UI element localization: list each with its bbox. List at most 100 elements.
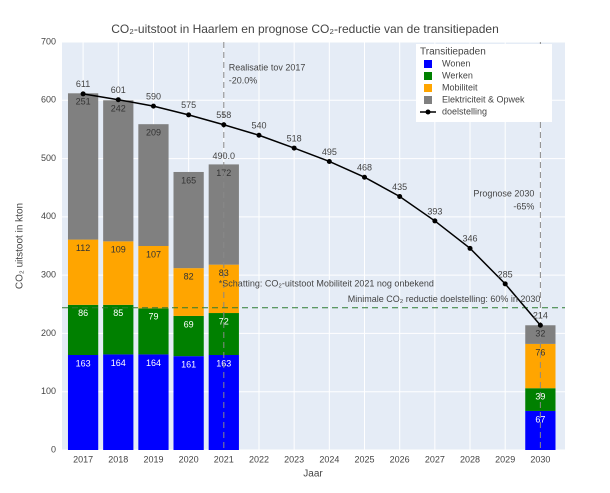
x-tick-label: 2018 <box>108 454 128 464</box>
legend-title: Transitiepaden <box>420 47 486 58</box>
bar-value-label: 161 <box>181 360 196 370</box>
x-tick-label: 2028 <box>460 454 480 464</box>
line-value-label: 590 <box>146 91 161 101</box>
bar-value-label: 209 <box>146 128 161 138</box>
bar-value-label: 251 <box>76 97 91 107</box>
bar-segment <box>173 268 204 316</box>
x-tick-label: 2021 <box>214 454 234 464</box>
bar-segment <box>138 124 169 246</box>
line-marker <box>115 97 121 103</box>
x-tick-label: 2017 <box>73 454 93 464</box>
line-value-label: 346 <box>463 234 478 244</box>
line-value-label: 601 <box>111 85 126 95</box>
x-tick-label: 2019 <box>143 454 163 464</box>
bar-value-label: 163 <box>76 358 91 368</box>
bar-segment <box>173 356 204 450</box>
bar-value-label: 67 <box>535 414 545 424</box>
bar-value-label: 107 <box>146 249 161 259</box>
legend-label: Werken <box>442 70 473 80</box>
x-tick-label: 2024 <box>319 454 339 464</box>
line-marker <box>502 281 508 287</box>
bar-value-label: 69 <box>184 319 194 329</box>
y-tick-label: 700 <box>41 36 56 46</box>
y-tick-label: 200 <box>41 328 56 338</box>
line-value-label: 558 <box>216 110 231 120</box>
bar-segment <box>67 239 99 305</box>
line-value-label: 214 <box>533 311 548 321</box>
chart-title: CO₂-uitstoot in Haarlem en prognose CO₂-… <box>111 22 499 36</box>
annotation: Prognose 2030 <box>473 188 534 198</box>
bar-value-label: 109 <box>111 245 126 255</box>
bar-segment <box>138 354 169 450</box>
annotation: Minimale CO₂ reductie doelstelling: 60% … <box>348 294 541 304</box>
line-marker <box>186 112 192 118</box>
legend-label: Elektriciteit & Opwek <box>442 94 525 104</box>
x-tick-label: 2020 <box>179 454 199 464</box>
line-marker <box>80 91 86 97</box>
legend-box <box>416 44 552 122</box>
bar-segment <box>173 171 204 269</box>
line-marker <box>432 218 438 224</box>
legend-swatch <box>424 60 432 68</box>
line-marker <box>397 193 403 199</box>
y-tick-label: 100 <box>41 386 56 396</box>
y-tick-label: 400 <box>41 211 56 221</box>
line-value-label: 611 <box>76 79 90 89</box>
line-marker <box>256 132 262 138</box>
line-marker <box>326 158 332 164</box>
line-value-label: 575 <box>181 100 196 110</box>
legend-label: doelstelling <box>442 106 487 116</box>
line-marker <box>537 322 543 328</box>
line-marker <box>362 174 368 180</box>
bar-segment <box>67 93 99 240</box>
bar-segment <box>103 354 134 450</box>
bar-value-label: 86 <box>78 308 88 318</box>
x-tick-label: 2026 <box>390 454 410 464</box>
y-tick-label: 600 <box>41 95 56 105</box>
x-tick-label: 2027 <box>425 454 445 464</box>
x-tick-label: 2029 <box>495 454 515 464</box>
bar-value-label: 164 <box>111 358 126 368</box>
annotation: -20.0% <box>229 75 258 85</box>
x-tick-label: 2030 <box>530 454 550 464</box>
bar-value-label: 72 <box>219 316 229 326</box>
legend-swatch <box>424 96 432 104</box>
y-axis-label: CO₂ uitstoot in kton <box>15 203 26 289</box>
line-value-label: 285 <box>498 269 513 279</box>
bar-segment <box>138 308 169 355</box>
line-value-label: 518 <box>287 133 302 143</box>
target-line-series <box>82 93 541 326</box>
bar-segment <box>103 100 134 242</box>
legend-swatch <box>424 84 432 92</box>
line-marker <box>150 103 156 109</box>
line-value-label: 495 <box>322 147 337 157</box>
line-value-label: 435 <box>392 182 407 192</box>
line-marker <box>291 145 297 151</box>
bar-value-label: 242 <box>111 104 126 114</box>
bar-value-label: 82 <box>184 272 194 282</box>
legend-swatch <box>425 109 431 115</box>
x-tick-label: 2023 <box>284 454 304 464</box>
line-marker <box>467 245 473 251</box>
bar-value-label: 165 <box>181 175 196 185</box>
annotation: *Schatting: CO₂-uitstoot Mobiliteit 2021… <box>219 278 434 288</box>
y-tick-label: 300 <box>41 270 56 280</box>
legend-swatch <box>424 72 432 80</box>
bar-segment <box>67 304 99 355</box>
legend-label: Mobiliteit <box>442 82 478 92</box>
annotation: -65% <box>513 201 534 211</box>
line-value-label: 393 <box>427 206 442 216</box>
bar-value-label: 85 <box>113 308 123 318</box>
y-tick-label: 500 <box>41 153 56 163</box>
line-value-label: 468 <box>357 163 372 173</box>
bar-value-label: 79 <box>148 312 158 322</box>
bar-value-label: 112 <box>76 243 90 253</box>
legend-label: Wonen <box>442 58 470 68</box>
y-tick-label: 0 <box>51 444 56 454</box>
annotation: Realisatie tov 2017 <box>229 62 306 72</box>
bar-segment <box>173 315 204 357</box>
line-marker <box>221 122 227 128</box>
line-value-label: 540 <box>251 121 266 131</box>
